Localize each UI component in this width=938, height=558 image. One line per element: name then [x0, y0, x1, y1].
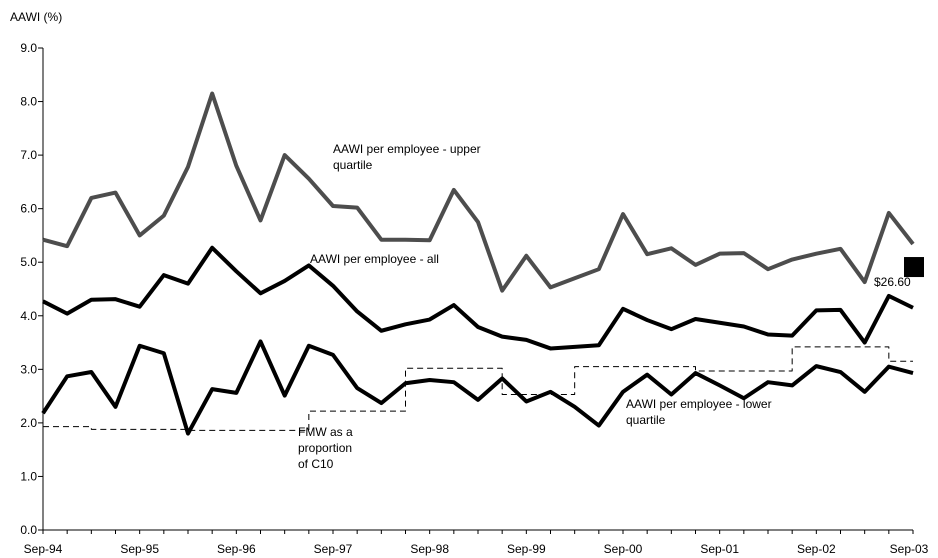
y-tick-label: 6.0: [20, 202, 37, 216]
y-axis-title: AAWI (%): [10, 10, 62, 24]
y-tick-label: 3.0: [20, 362, 37, 376]
y-tick-label: 1.0: [20, 469, 37, 483]
y-tick-label: 0.0: [20, 523, 37, 537]
y-tick-labels: 0.0 1.0 2.0 3.0 4.0 5.0 6.0 7.0 8.0 9.0: [20, 41, 37, 537]
y-tick-label: 8.0: [20, 95, 37, 109]
series-line-3: [43, 346, 913, 431]
x-tick-label: Sep-03: [890, 542, 929, 556]
series-labels: AAWI per employee - upper quartile AAWI pe…: [298, 142, 772, 471]
y-tick-label: 7.0: [20, 148, 37, 162]
x-tick-label: Sep-99: [507, 542, 546, 556]
series-label-1: AAWI per employee - all: [310, 252, 439, 266]
x-tick-label: Sep-94: [24, 542, 63, 556]
series-line-1: [42, 245, 914, 351]
annotation-marker: [904, 257, 924, 278]
annotation-label: $26.60: [874, 275, 911, 289]
series-line-2: [41, 339, 914, 436]
series-lines: [41, 91, 915, 436]
series-label-3: of C10: [298, 457, 334, 471]
y-tick-label: 5.0: [20, 255, 37, 269]
series-label-3: proportion: [298, 441, 352, 455]
x-tick-labels: Sep-94 Sep-95 Sep-96 Sep-97 Sep-98 Sep-99 Sep-…: [24, 542, 929, 556]
series-label-0: quartile: [333, 158, 373, 172]
end-annotation: $26.60: [874, 257, 924, 289]
x-tick-label: Sep-97: [314, 542, 353, 556]
series-label-2: quartile: [626, 413, 666, 427]
series-label-3: FMW as a: [298, 425, 353, 439]
series-line-0: [42, 91, 915, 293]
x-tick-label: Sep-01: [700, 542, 739, 556]
x-tick-label: Sep-00: [604, 542, 643, 556]
series-label-2: AAWI per employee - lower: [626, 397, 772, 411]
y-tick-label: 9.0: [20, 41, 37, 55]
series-label-0: AAWI per employee - upper: [333, 142, 481, 156]
x-tick-label: Sep-98: [410, 542, 449, 556]
y-tick-label: 4.0: [20, 309, 37, 323]
y-tick-label: 2.0: [20, 416, 37, 430]
axes: [38, 47, 914, 534]
x-tick-label: Sep-96: [217, 542, 256, 556]
x-tick-label: Sep-02: [797, 542, 836, 556]
x-tick-label: Sep-95: [120, 542, 159, 556]
